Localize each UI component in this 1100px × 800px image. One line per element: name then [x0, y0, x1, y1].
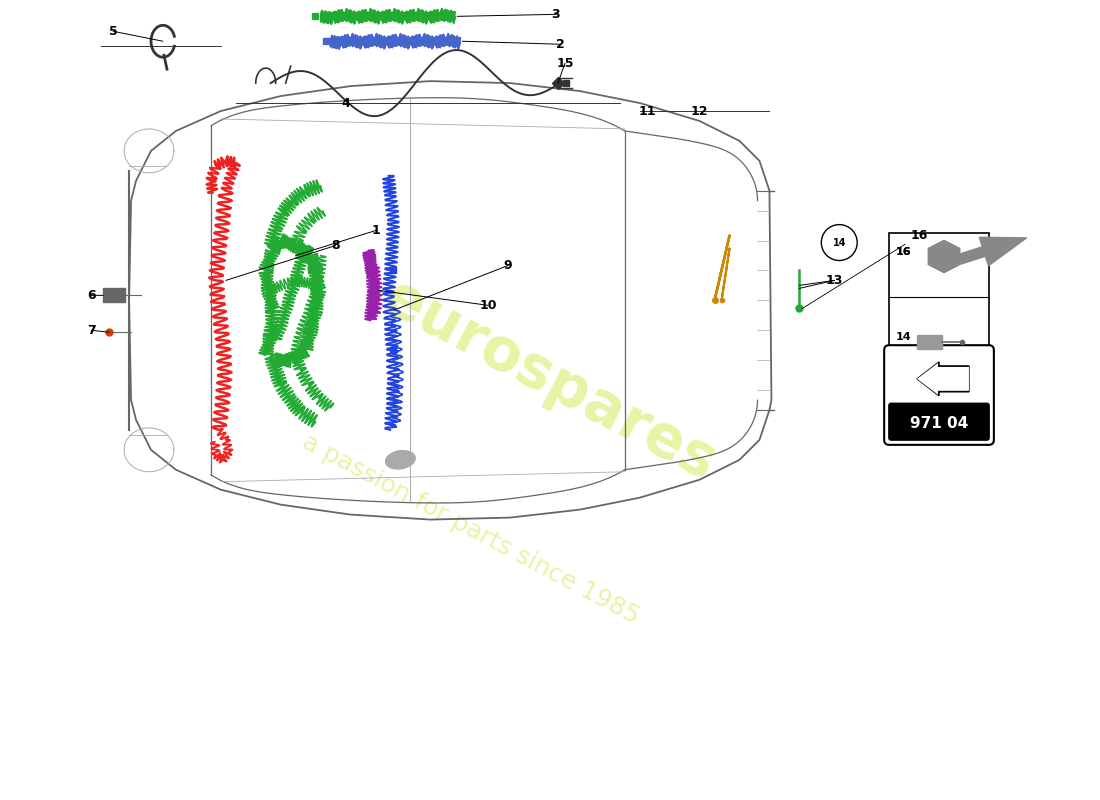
Text: 2: 2	[556, 38, 564, 50]
Polygon shape	[928, 241, 959, 273]
FancyBboxPatch shape	[888, 402, 990, 441]
FancyBboxPatch shape	[889, 233, 989, 362]
Text: 8: 8	[331, 239, 340, 252]
FancyArrow shape	[917, 363, 969, 395]
Text: 16: 16	[896, 246, 912, 257]
Text: 14: 14	[896, 332, 912, 342]
Text: 15: 15	[557, 57, 574, 70]
Text: 16: 16	[896, 246, 912, 257]
Text: 3: 3	[552, 8, 560, 21]
Text: 13: 13	[826, 274, 843, 287]
Text: a passion for parts since 1985: a passion for parts since 1985	[298, 430, 642, 629]
Text: 5: 5	[109, 25, 118, 38]
Text: 6: 6	[87, 289, 96, 302]
Text: 7: 7	[87, 324, 96, 337]
FancyArrow shape	[957, 238, 1026, 266]
Polygon shape	[928, 241, 959, 273]
Text: 11: 11	[639, 105, 657, 118]
Bar	[917, 335, 942, 349]
Text: 9: 9	[504, 259, 513, 272]
Text: 971 04: 971 04	[910, 416, 968, 431]
FancyBboxPatch shape	[884, 345, 994, 445]
Text: 1: 1	[371, 224, 380, 237]
Ellipse shape	[386, 450, 415, 469]
Bar	[103, 288, 125, 302]
Text: 4: 4	[341, 97, 350, 110]
Text: 14: 14	[833, 238, 846, 247]
FancyArrow shape	[917, 362, 969, 396]
Text: eurospares: eurospares	[374, 268, 726, 492]
Text: 16: 16	[802, 229, 927, 309]
Text: 10: 10	[480, 299, 497, 312]
Text: 12: 12	[691, 105, 708, 118]
